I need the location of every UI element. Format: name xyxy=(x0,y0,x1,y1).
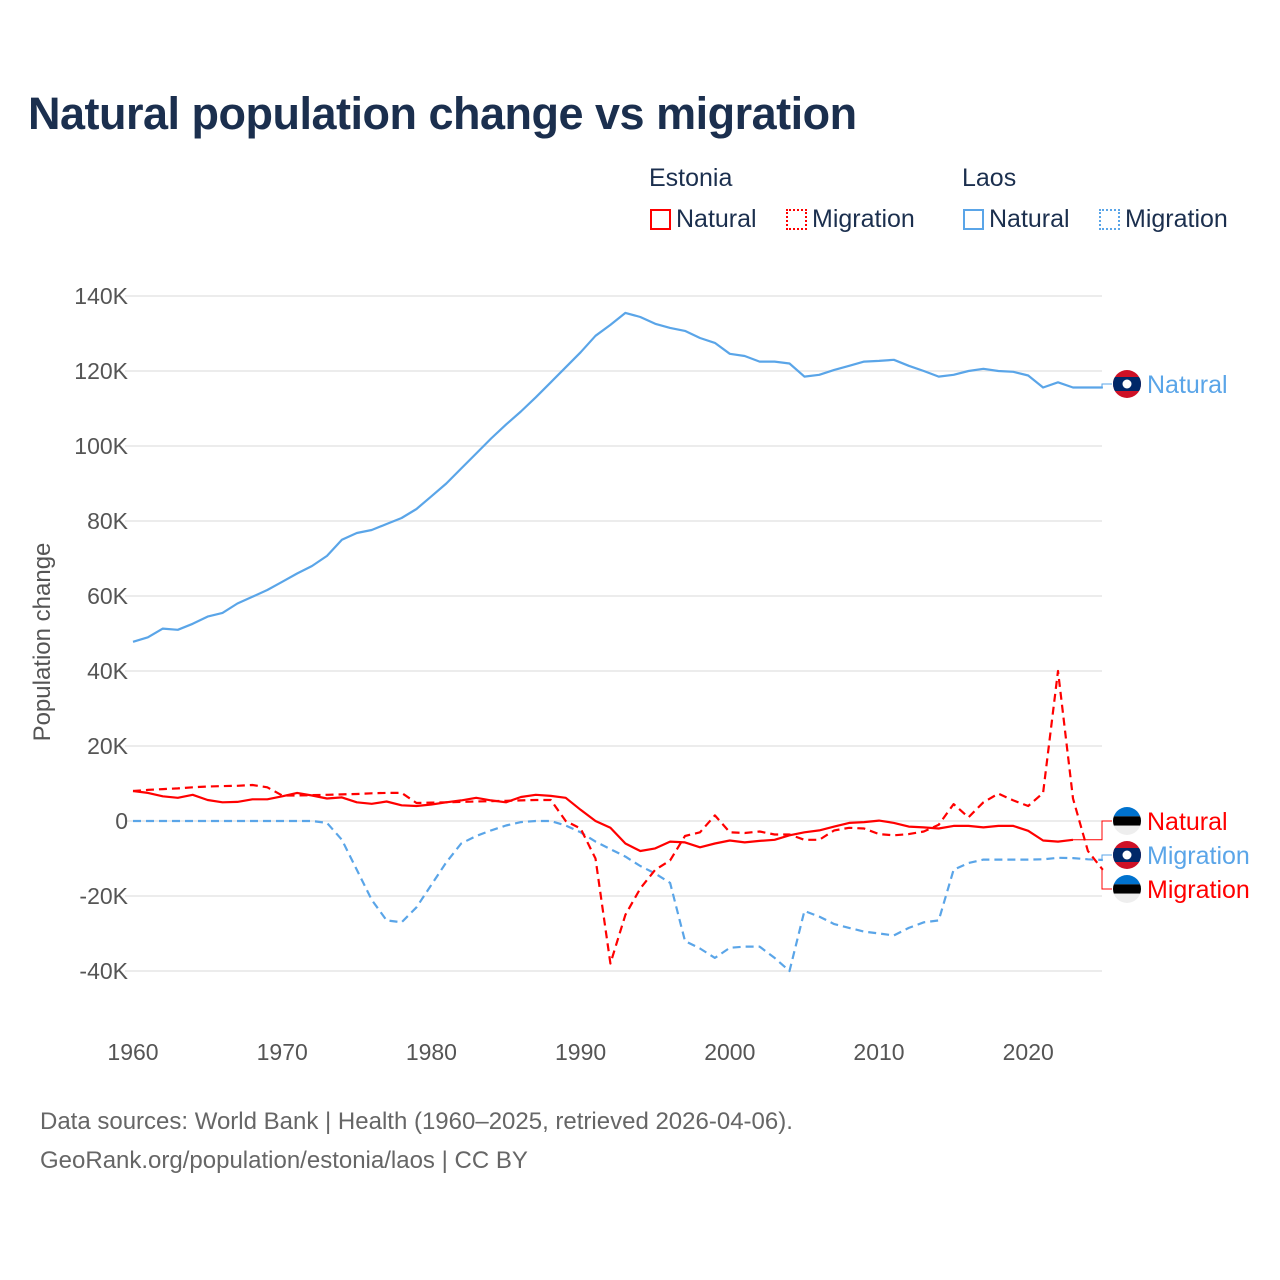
series-end-label: Natural xyxy=(1147,371,1228,399)
x-tick-label: 1960 xyxy=(107,1039,158,1065)
legend-group-estonia: Estonia xyxy=(649,164,733,192)
y-tick-label: 60K xyxy=(87,583,129,609)
y-tick-label: 40K xyxy=(87,658,129,684)
y-tick-label: 0 xyxy=(115,808,128,834)
legend-label: Natural xyxy=(676,205,757,233)
legend-group-laos: Laos xyxy=(962,164,1017,192)
legend-label: Migration xyxy=(1125,205,1228,233)
legend-estonia-migration[interactable]: Migration xyxy=(786,205,915,234)
solid-swatch-icon xyxy=(650,209,671,230)
x-tick-label: 1990 xyxy=(555,1039,606,1065)
label-connector xyxy=(1101,383,1112,388)
dotted-swatch-icon xyxy=(786,209,807,230)
legend-estonia-natural[interactable]: Natural xyxy=(650,205,757,234)
x-tick-label: 1980 xyxy=(406,1039,457,1065)
legend-laos-natural[interactable]: Natural xyxy=(963,205,1070,234)
y-tick-label: 80K xyxy=(87,508,129,534)
y-tick-label: -20K xyxy=(79,883,128,909)
estonia-flag-icon xyxy=(1113,875,1141,903)
laos-flag-icon xyxy=(1113,370,1141,398)
legend-label: Migration xyxy=(812,205,915,233)
dotted-swatch-icon xyxy=(1099,209,1120,230)
y-tick-label: 20K xyxy=(87,733,129,759)
x-tick-label: 2000 xyxy=(704,1039,755,1065)
y-axis-label: Population change xyxy=(29,543,56,742)
series-line-estonia-migration xyxy=(132,669,1104,965)
series-line-laos-natural xyxy=(132,311,1103,643)
label-connector xyxy=(1101,869,1112,890)
laos-flag-icon xyxy=(1113,841,1141,869)
series-end-label: Migration xyxy=(1147,876,1250,904)
solid-swatch-icon xyxy=(963,209,984,230)
chart-title: Natural population change vs migration xyxy=(28,88,857,139)
y-tick-label: 120K xyxy=(74,358,128,384)
x-tick-label: 1970 xyxy=(257,1039,308,1065)
estonia-flag-icon xyxy=(1113,807,1141,835)
y-tick-label: 140K xyxy=(74,283,128,309)
series-end-label: Natural xyxy=(1147,808,1228,836)
x-tick-label: 2020 xyxy=(1003,1039,1054,1065)
series-line-laos-migration xyxy=(133,819,1103,973)
footer-attribution[interactable]: GeoRank.org/population/estonia/laos | CC… xyxy=(40,1147,528,1174)
legend-laos-migration[interactable]: Migration xyxy=(1099,205,1228,234)
x-tick-label: 2010 xyxy=(853,1039,904,1065)
y-tick-label: 100K xyxy=(74,433,128,459)
series-end-label: Migration xyxy=(1147,842,1250,870)
legend-label: Natural xyxy=(989,205,1070,233)
label-connector xyxy=(1072,820,1112,841)
footer-sources: Data sources: World Bank | Health (1960–… xyxy=(40,1108,793,1135)
y-tick-label: -40K xyxy=(79,958,128,984)
label-connector xyxy=(1101,854,1112,861)
